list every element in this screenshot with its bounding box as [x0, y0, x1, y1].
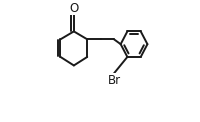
Text: Br: Br: [107, 74, 121, 86]
Text: O: O: [69, 2, 78, 15]
